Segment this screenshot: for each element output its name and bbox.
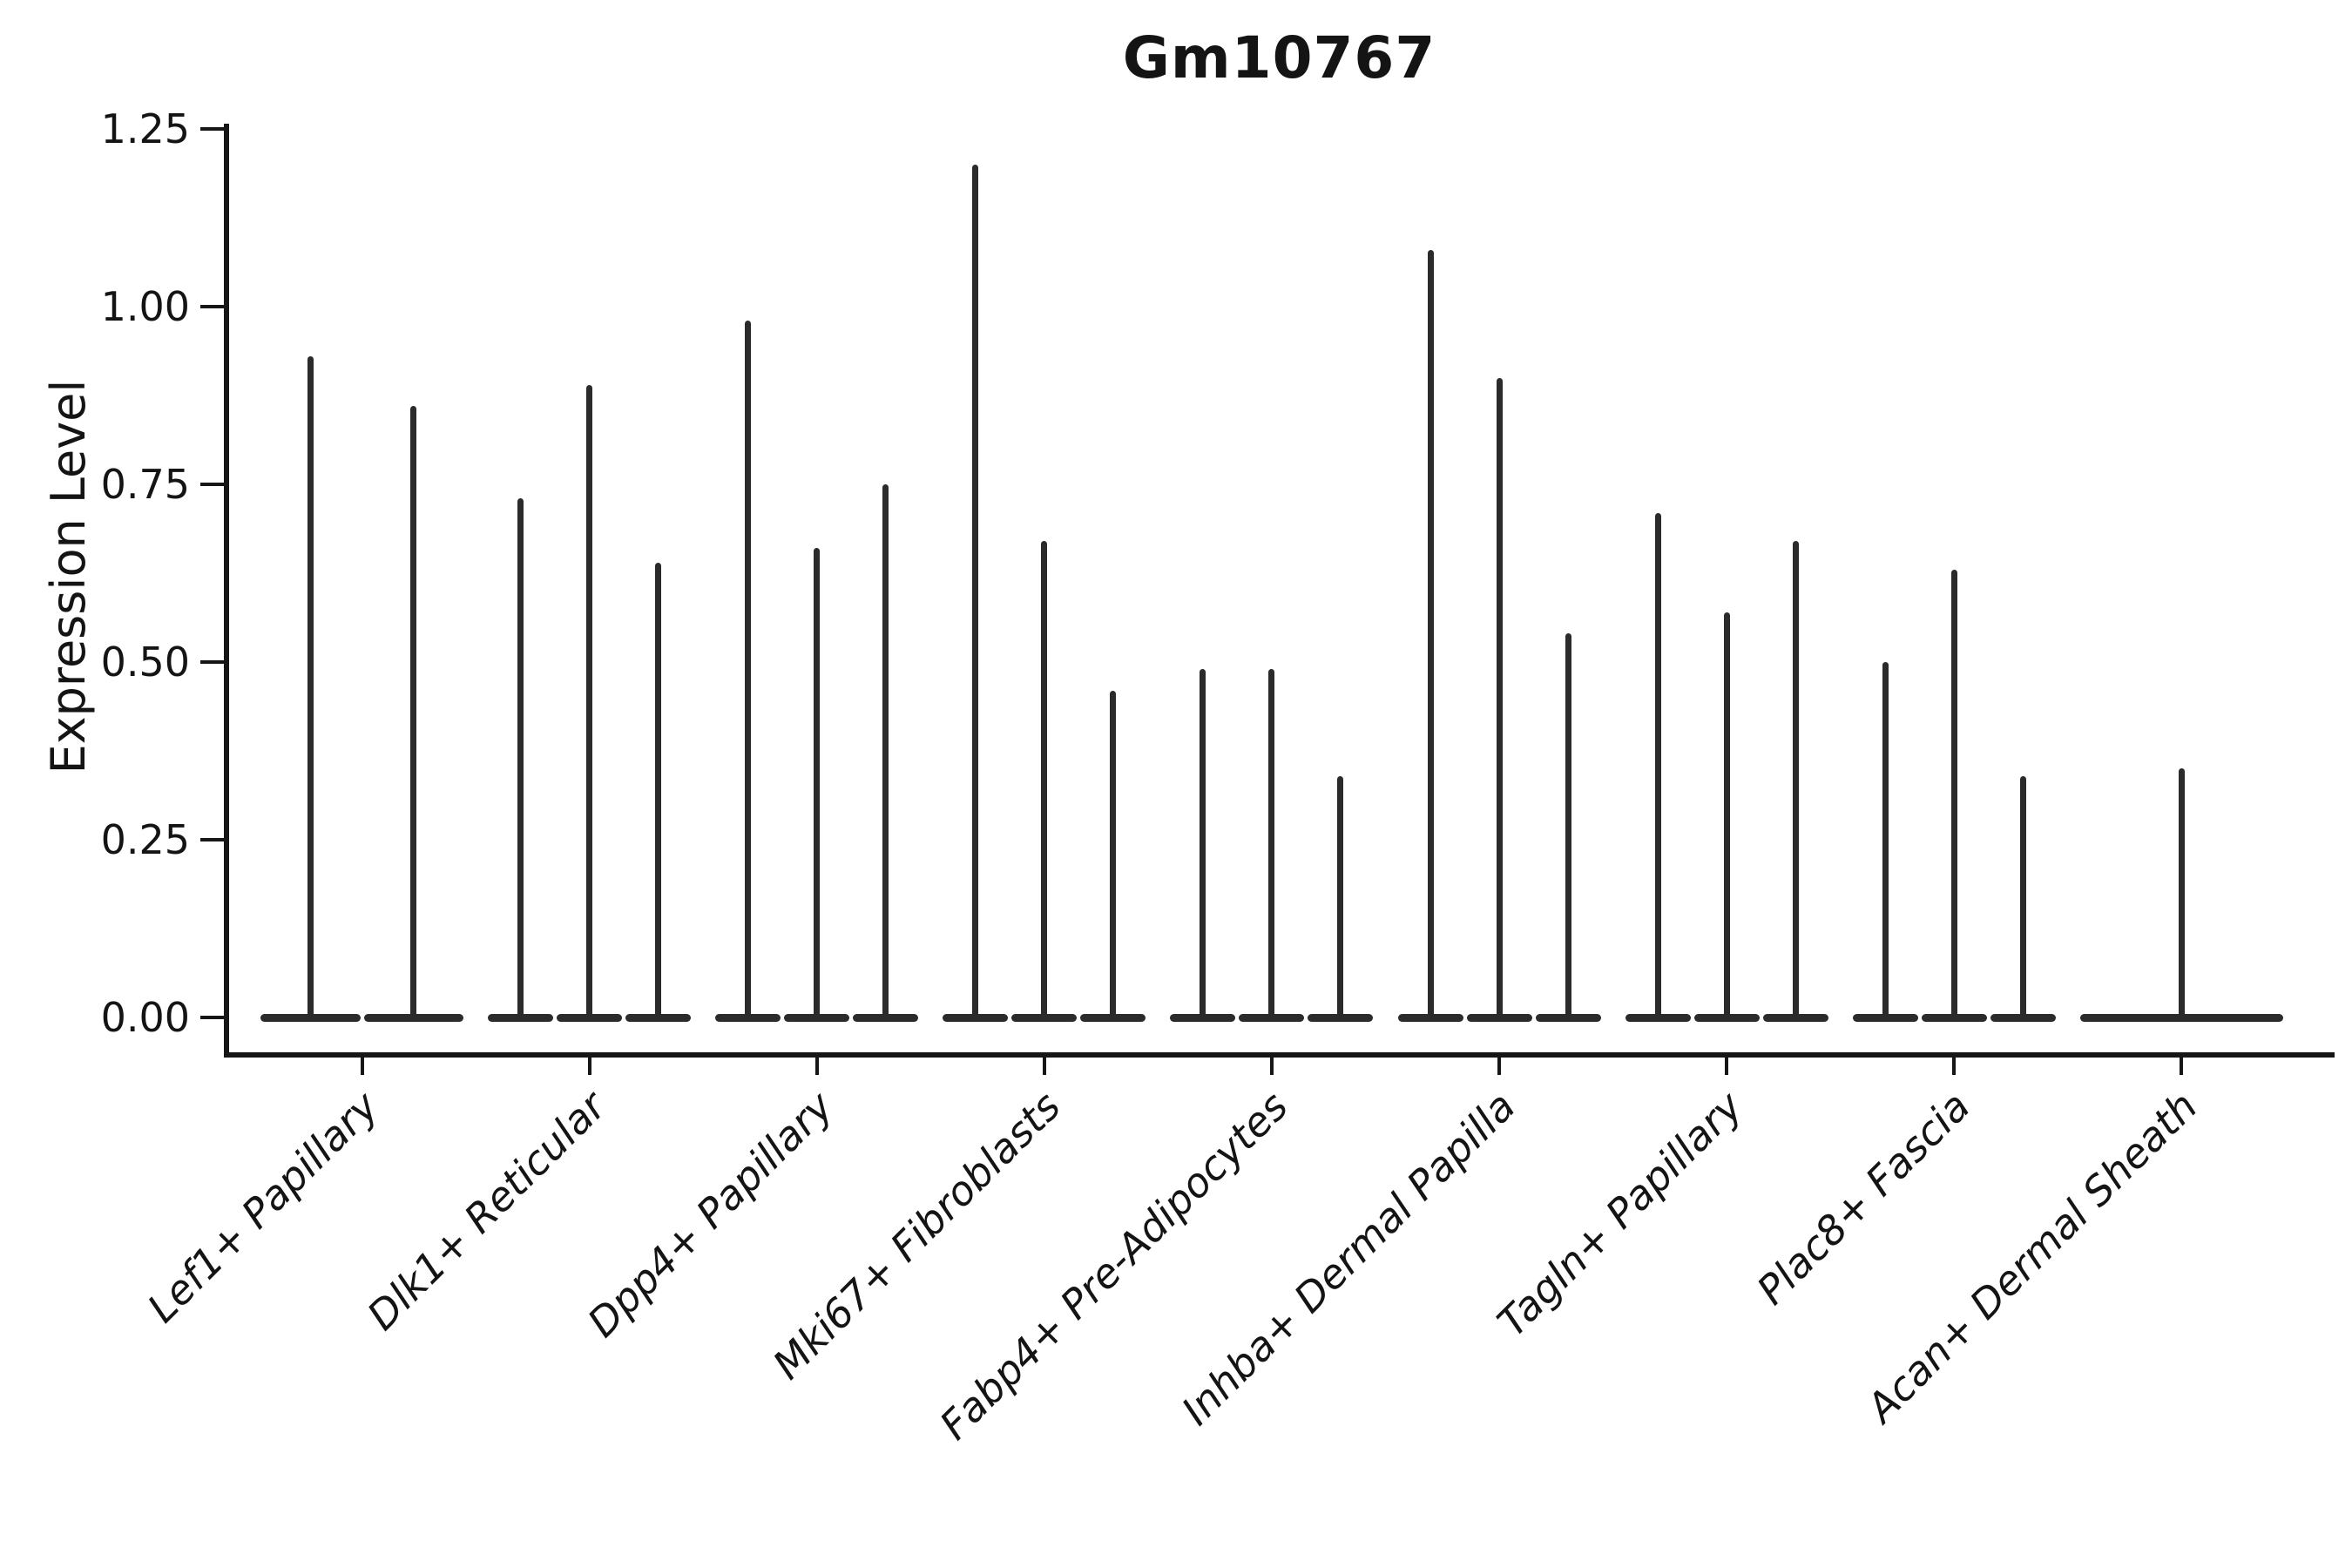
violin-spike <box>2019 775 2026 1017</box>
violin-base <box>1397 1013 1463 1022</box>
violin-base <box>2079 1013 2283 1022</box>
violin-spike <box>972 164 979 1017</box>
violin-spike <box>410 406 417 1017</box>
x-tick-mark <box>1269 1052 1274 1075</box>
violin-base <box>557 1013 623 1022</box>
violin-spike <box>655 562 662 1017</box>
x-tick-mark <box>360 1052 364 1075</box>
violin-base <box>363 1013 463 1022</box>
violin-spike <box>745 321 752 1017</box>
y-axis-spine <box>224 124 229 1052</box>
x-tick-mark <box>814 1052 819 1075</box>
violin-base <box>260 1013 361 1022</box>
violin-base <box>715 1013 781 1022</box>
x-tick-mark <box>1725 1052 1729 1075</box>
violin-spike <box>882 484 889 1017</box>
y-tick-mark <box>200 483 224 486</box>
y-tick-label: 0.00 <box>100 994 190 1041</box>
x-axis-spine <box>224 1052 2335 1058</box>
violin-spike <box>586 384 593 1017</box>
violin-spike <box>1792 541 1799 1017</box>
violin-spike <box>1427 249 1434 1017</box>
violin-base <box>625 1013 692 1022</box>
violin-spike <box>1654 512 1661 1017</box>
violin-base <box>1921 1013 1987 1022</box>
violin-spike <box>1268 669 1275 1017</box>
y-axis-label: Expression Level <box>41 379 96 774</box>
y-tick-mark <box>200 660 224 664</box>
violin-spike <box>1723 612 1730 1017</box>
x-tick-mark <box>1952 1052 1957 1075</box>
y-tick-label: 1.00 <box>100 283 190 330</box>
violin-base <box>1239 1013 1305 1022</box>
violin-spike <box>1565 633 1571 1017</box>
violin-base <box>1535 1013 1601 1022</box>
violin-base <box>943 1013 1009 1022</box>
violin-base <box>1011 1013 1078 1022</box>
x-tick-mark <box>587 1052 591 1075</box>
chart-title: Gm10767 <box>1122 24 1436 91</box>
violin-base <box>853 1013 919 1022</box>
x-tick-mark <box>1042 1052 1046 1075</box>
violin-spike <box>1110 690 1117 1017</box>
violin-base <box>1693 1013 1760 1022</box>
y-tick-mark <box>200 305 224 308</box>
y-tick-label: 0.25 <box>100 816 190 863</box>
violin-spike <box>1041 541 1048 1017</box>
violin-spike <box>517 498 524 1017</box>
violin-base <box>488 1013 554 1022</box>
y-tick-mark <box>200 1016 224 1019</box>
violin-spike <box>1496 377 1503 1017</box>
violin-base <box>1080 1013 1146 1022</box>
x-tick-mark <box>1497 1052 1501 1075</box>
y-tick-label: 0.50 <box>100 639 190 686</box>
violin-base <box>784 1013 850 1022</box>
violin-base <box>1852 1013 1918 1022</box>
y-tick-label: 1.25 <box>100 105 190 152</box>
violin-spike <box>307 356 314 1017</box>
violin-base <box>1170 1013 1236 1022</box>
violin-base <box>1625 1013 1691 1022</box>
violin-spike <box>1337 775 1344 1017</box>
y-tick-label: 0.75 <box>100 461 190 508</box>
violin-base <box>1466 1013 1532 1022</box>
y-tick-mark <box>200 127 224 131</box>
violin-base <box>1762 1013 1828 1022</box>
violin-spike <box>1950 569 1957 1017</box>
violin-spike <box>1882 662 1889 1017</box>
violin-base <box>1308 1013 1374 1022</box>
violin-spike <box>2178 768 2185 1017</box>
violin-spike <box>1200 669 1206 1017</box>
y-tick-mark <box>200 838 224 841</box>
x-tick-mark <box>2180 1052 2184 1075</box>
violin-spike <box>814 548 821 1017</box>
violin-base <box>1990 1013 2056 1022</box>
